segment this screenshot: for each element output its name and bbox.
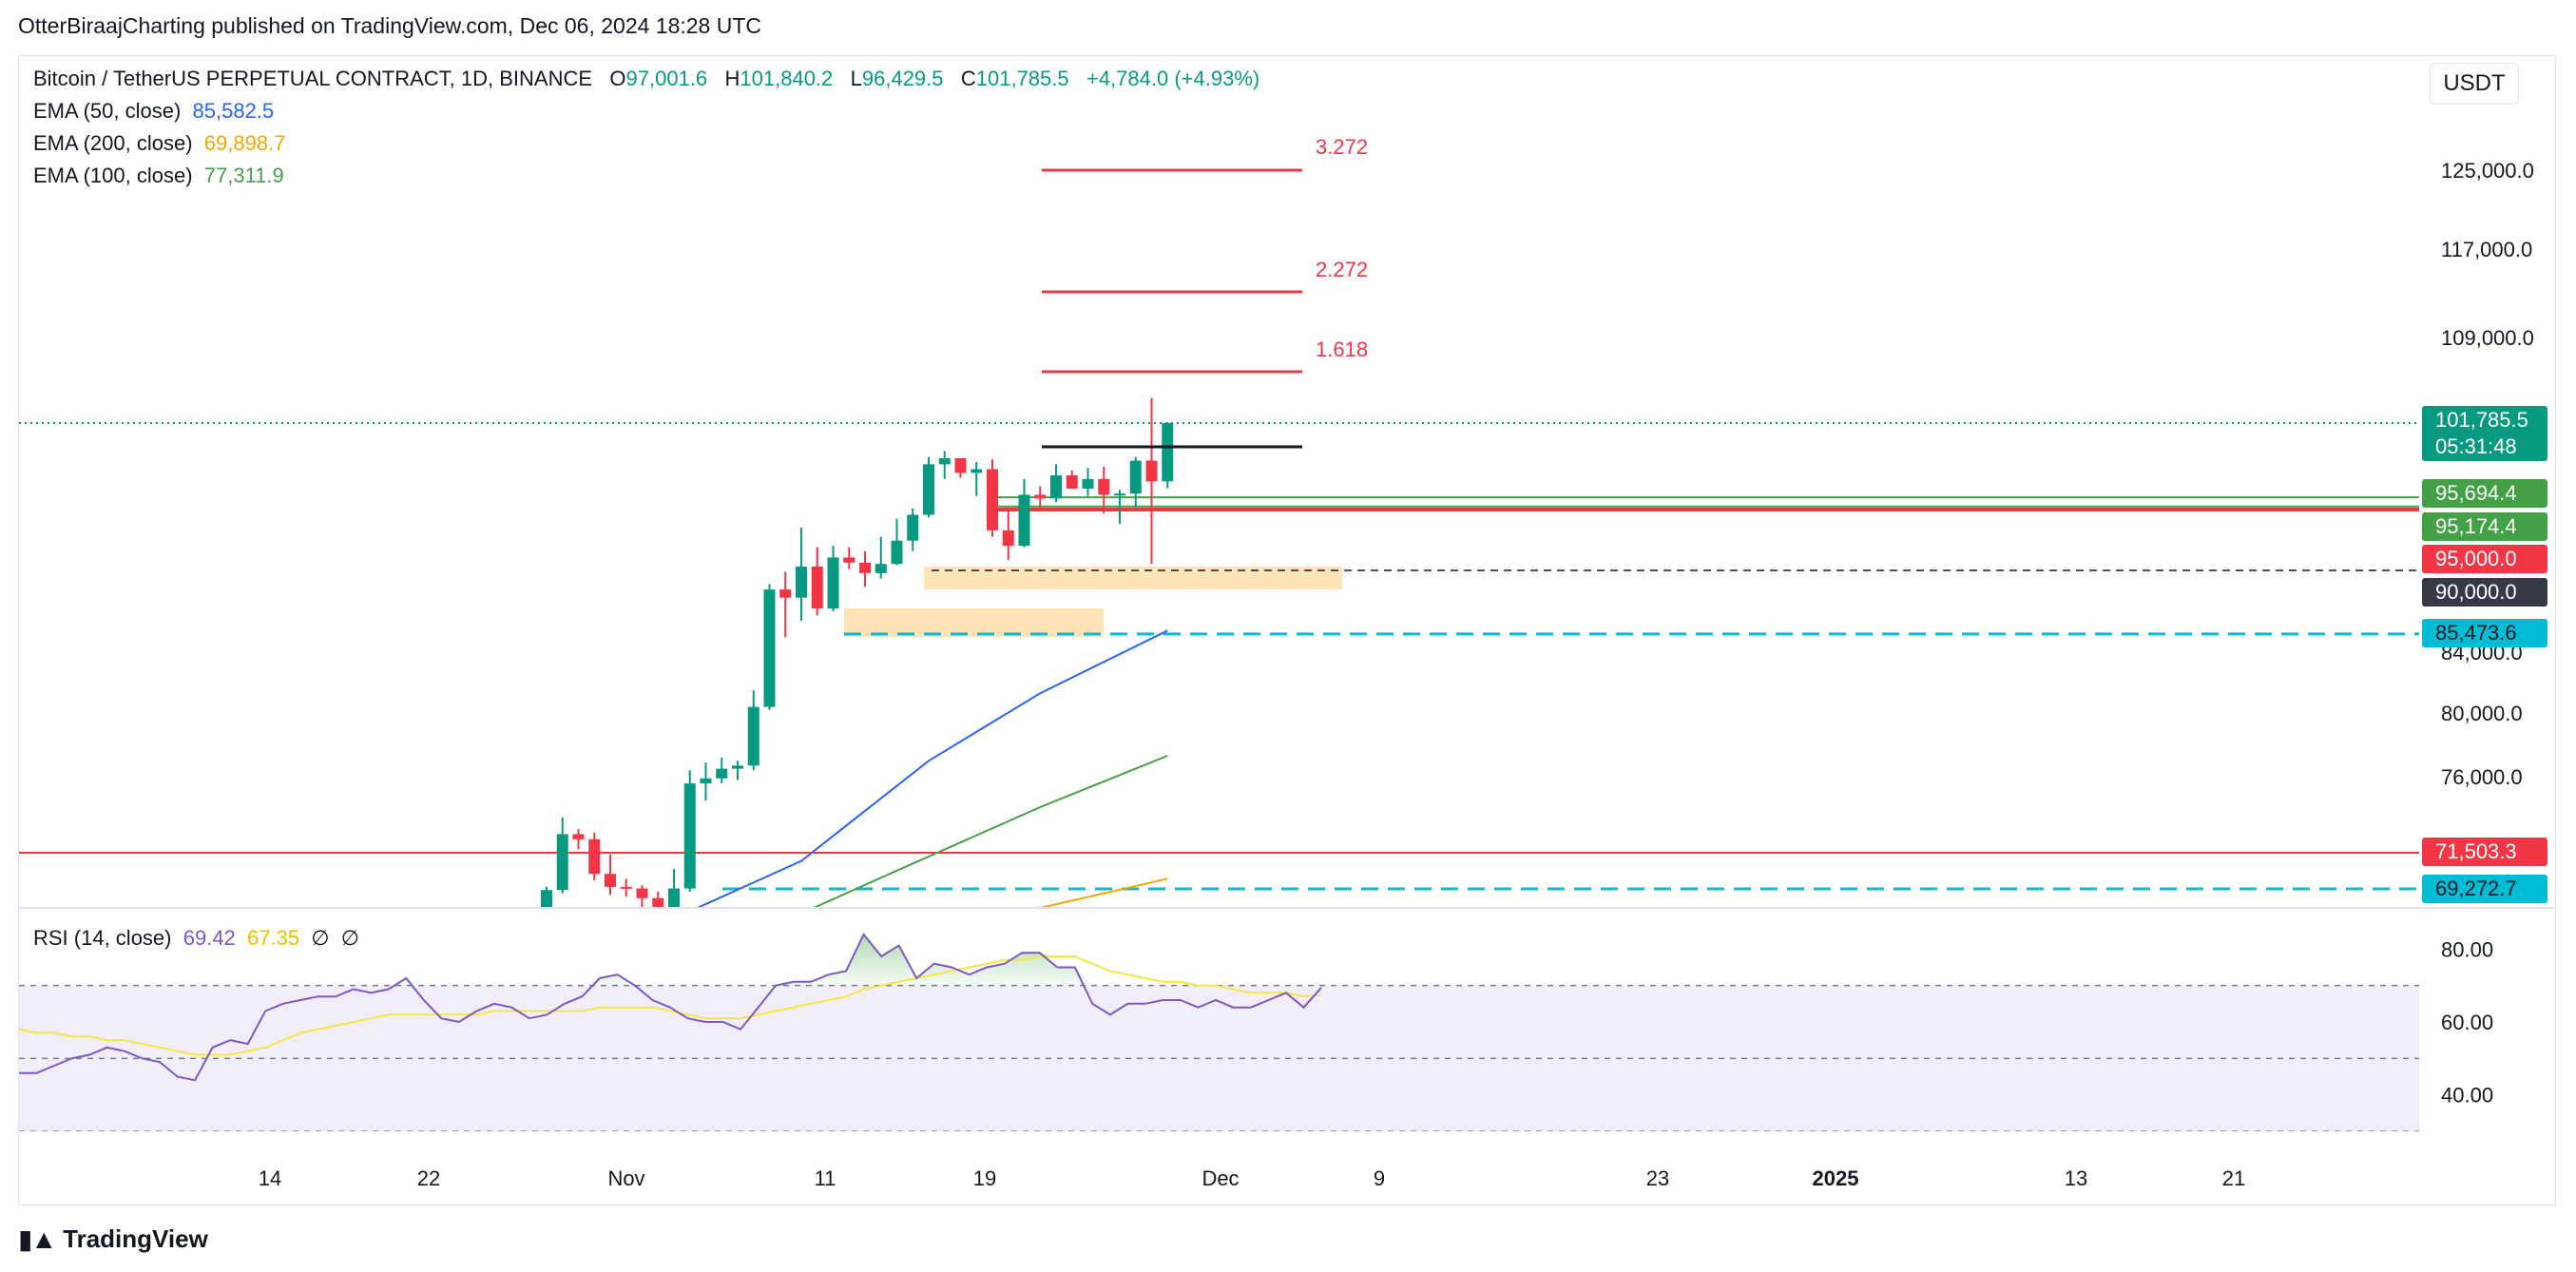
- tradingview-logo-icon: ▮▲: [18, 1224, 57, 1254]
- close-value: 101,785.5: [975, 67, 1069, 90]
- low-value: 96,429.5: [861, 67, 944, 90]
- open-value: 97,001.6: [625, 67, 708, 90]
- low-label: L: [850, 67, 862, 90]
- open-label: O: [609, 67, 626, 90]
- rsi-ma-value: 67.35: [247, 926, 300, 950]
- symbol-title: Bitcoin / TetherUS PERPETUAL CONTRACT, 1…: [33, 67, 593, 90]
- ema200-legend[interactable]: EMA (200, close) 69,898.7: [33, 131, 285, 156]
- ema100-value: 77,311.9: [203, 164, 284, 187]
- ema50-label: EMA (50, close): [33, 99, 182, 123]
- high-label: H: [724, 67, 740, 90]
- ema200-value: 69,898.7: [203, 131, 286, 155]
- tradingview-logo[interactable]: ▮▲ TradingView: [18, 1224, 208, 1255]
- ema200-label: EMA (200, close): [33, 131, 193, 155]
- chart-frame: [18, 55, 2556, 1205]
- high-value: 101,840.2: [740, 67, 834, 90]
- ema100-legend[interactable]: EMA (100, close) 77,311.9: [33, 164, 284, 188]
- rsi-label: RSI (14, close): [33, 926, 172, 950]
- brand-text: TradingView: [63, 1224, 208, 1253]
- ema50-value: 85,582.5: [192, 99, 275, 123]
- rsi-legend[interactable]: RSI (14, close) 69.42 67.35 ∅ ∅: [33, 926, 359, 951]
- ema100-label: EMA (100, close): [33, 164, 193, 187]
- close-label: C: [960, 67, 976, 90]
- ema50-legend[interactable]: EMA (50, close) 85,582.5: [33, 99, 274, 124]
- change-value: +4,784.0 (+4.93%): [1086, 67, 1260, 90]
- rsi-value: 69.42: [183, 926, 236, 950]
- rsi-flag-1: ∅: [311, 926, 330, 950]
- publisher-line: OtterBiraajCharting published on Trading…: [18, 13, 762, 38]
- symbol-legend[interactable]: Bitcoin / TetherUS PERPETUAL CONTRACT, 1…: [33, 67, 1259, 91]
- currency-button[interactable]: USDT: [2430, 63, 2519, 105]
- rsi-flag-2: ∅: [340, 926, 359, 950]
